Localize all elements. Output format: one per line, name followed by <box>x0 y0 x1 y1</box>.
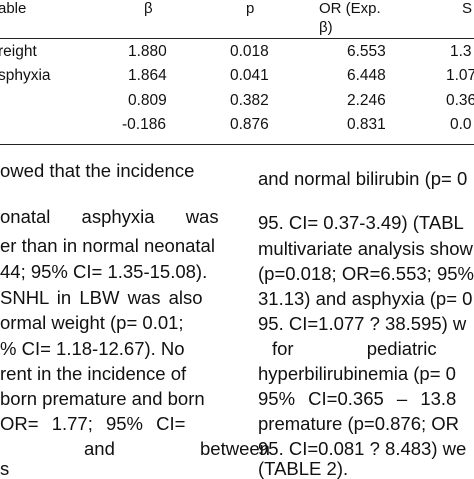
row-or: 6.553 <box>347 43 386 60</box>
text-line: 95. CI= 0.37-3.49) (TABL <box>258 212 464 233</box>
text-line: ormal weight (p= 0.01; <box>0 312 184 333</box>
text-line: rent in the incidence of <box>0 363 187 384</box>
row-ci: 1.3 <box>450 43 472 60</box>
row-ci: 0.36 <box>446 92 474 109</box>
row-beta: 1.880 <box>128 43 167 60</box>
text-line: s <box>0 458 10 479</box>
text-line: onatal asphyxia was <box>0 206 219 227</box>
row-beta: -0.186 <box>122 116 166 133</box>
row-beta: 0.809 <box>128 92 167 109</box>
row-or: 0.831 <box>347 116 386 133</box>
row-label: sphyxia <box>0 67 51 84</box>
table-header-variable: able <box>0 0 27 17</box>
text-line: 95. CI=0.081 ? 8.483) we <box>258 438 467 459</box>
text-line: 95% CI=0.365 – 13.8 <box>258 388 457 409</box>
text-line: hyperbilirubinemia (p= 0 <box>258 363 456 384</box>
text-line: er than in normal neonatal <box>0 235 215 256</box>
text-line: 95. CI=1.077 ? 38.595) w <box>258 313 467 334</box>
row-p: 0.876 <box>230 116 269 133</box>
text-line: for pediatric <box>272 338 437 359</box>
text-line: 31.13) and asphyxia (p= 0 <box>258 288 473 309</box>
row-beta: 1.864 <box>128 67 167 84</box>
row-p: 0.382 <box>230 92 269 109</box>
text-line: 44; 95% CI= 1.35-15.08). <box>0 261 208 282</box>
text-line: and normal bilirubin (p= 0 <box>258 168 468 189</box>
text-line: SNHL in LBW was also <box>0 287 203 308</box>
text-line: and between <box>84 438 270 459</box>
table-header-beta: β <box>144 0 153 17</box>
row-p: 0.041 <box>230 67 269 84</box>
table-header-ci: S <box>462 0 473 17</box>
text-line: born premature and born <box>0 388 205 409</box>
table-header-rule <box>0 38 474 39</box>
row-or: 6.448 <box>347 67 386 84</box>
text-line: (TABLE 2). <box>258 458 349 479</box>
row-label: reight <box>0 43 37 60</box>
row-p: 0.018 <box>230 43 269 60</box>
row-ci: 0.0 <box>450 116 472 133</box>
table-bottom-rule <box>0 144 474 145</box>
table-header-p: p <box>246 0 255 17</box>
table-header-or: OR (Exp. <box>319 0 381 17</box>
text-line: multivariate analysis show <box>258 238 473 259</box>
text-line: OR= 1.77; 95% CI= <box>0 413 186 434</box>
table-header-or-cont: β) <box>319 19 333 36</box>
text-line: owed that the incidence <box>0 160 195 181</box>
text-line: premature (p=0.876; OR <box>258 413 460 434</box>
row-or: 2.246 <box>347 92 386 109</box>
text-line: (p=0.018; OR=6.553; 95% <box>258 263 474 284</box>
text-line: % CI= 1.18-12.67). No <box>0 338 185 359</box>
row-ci: 1.07 <box>446 67 474 84</box>
